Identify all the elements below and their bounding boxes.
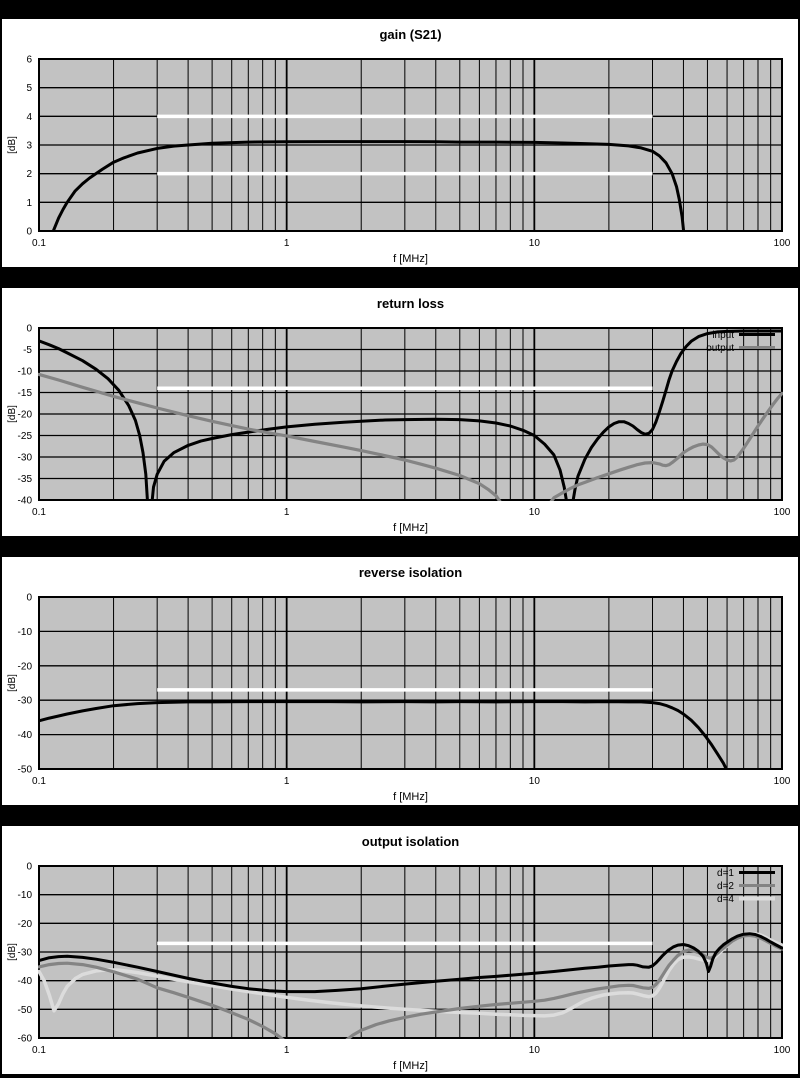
- legend-label-output: output: [706, 343, 734, 354]
- x-tick-label: 0.1: [32, 507, 46, 518]
- x-tick-label: 0.1: [32, 1045, 46, 1056]
- x-axis-label: f [MHz]: [393, 1060, 428, 1072]
- x-tick-label: 100: [774, 776, 791, 787]
- y-tick-label: -20: [18, 661, 33, 672]
- y-tick-label: 3: [26, 141, 32, 152]
- panel-return-loss: return loss 0 -5 -10 -15 -20 -25 -30 -35 -40 0.1 1…: [2, 288, 798, 536]
- y-tick-label: -30: [18, 453, 33, 464]
- y-tick-label: -30: [18, 696, 33, 707]
- x-tick-label: 100: [774, 1045, 791, 1056]
- y-tick-label: -60: [18, 1034, 33, 1045]
- y-tick-label: 6: [26, 55, 32, 66]
- legend-label-d=2: d=2: [717, 881, 734, 892]
- y-tick-label: -40: [18, 976, 33, 987]
- y-tick-label: 1: [26, 198, 32, 209]
- y-tick-label: -40: [18, 730, 33, 741]
- output-isolation-canvas: 0 -10 -20 -30 -40 -50 -600.1 1 10 100 [dB] f [MHz] d…: [7, 862, 791, 1073]
- x-tick-label: 100: [774, 238, 791, 249]
- x-tick-label: 0.1: [32, 238, 46, 249]
- x-tick-label: 100: [774, 507, 791, 518]
- plot-border: [38, 58, 783, 232]
- chart-title-gain-s21: gain (S21): [379, 27, 442, 42]
- chart-title-return-loss: return loss: [376, 296, 445, 311]
- x-tick-label: 1: [284, 238, 290, 249]
- legend: input output: [706, 330, 775, 354]
- y-tick-label: -5: [23, 345, 32, 356]
- panel-output-isolation: output isolation 0 -10 -20 -30 -40 -50 -60 0.1 1…: [2, 826, 798, 1074]
- y-tick-label: 0: [26, 593, 32, 604]
- y-tick-label: 4: [26, 112, 32, 123]
- y-tick-label: -10: [18, 627, 33, 638]
- y-tick-label: -20: [18, 410, 33, 421]
- y-axis-label: [dB]: [7, 136, 18, 154]
- y-tick-label: 0: [26, 862, 32, 873]
- series-group: [38, 329, 783, 501]
- y-tick-label: -10: [18, 367, 33, 378]
- x-tick-label: 10: [529, 1045, 541, 1056]
- reverse-isolation-canvas: 0 -10 -20 -30 -40 -500.1 1 10 100 [dB] f [MHz]: [7, 593, 791, 804]
- return-loss-canvas: 0 -5 -10 -15 -20 -25 -30 -35 -400.1 1 10 100 [dB] f […: [7, 324, 791, 535]
- panel-gain-s21: gain (S21) 0 1 2 3 4 5 6 0.1 1 10 100 [dB] f [MHz]: [2, 19, 798, 267]
- y-tick-label: -15: [18, 388, 33, 399]
- series-group: [38, 931, 783, 1039]
- series-group: [38, 700, 729, 770]
- legend-label-d=1: d=1: [717, 868, 734, 879]
- reverse-isolation-plot: 0 -10 -20 -30 -40 -50 0.1 1 10 100 [dB] f [MHz]: [2, 557, 798, 805]
- y-tick-label: -10: [18, 890, 33, 901]
- x-tick-label: 1: [284, 776, 290, 787]
- gain-s21-canvas: 0 1 2 3 4 5 6 0.1 1 10 100 [dB] f [MHz]: [7, 55, 791, 266]
- y-tick-label: 5: [26, 83, 32, 94]
- plot-area: [39, 597, 782, 769]
- y-tick-label: -30: [18, 948, 33, 959]
- x-tick-label: 10: [529, 238, 541, 249]
- y-tick-label: -50: [18, 1005, 33, 1016]
- y-tick-label: -35: [18, 474, 33, 485]
- y-axis-label: [dB]: [7, 943, 18, 961]
- x-tick-label: 0.1: [32, 776, 46, 787]
- panel-reverse-isolation: reverse isolation 0 -10 -20 -30 -40 -50 0.1 1 10…: [2, 557, 798, 805]
- chart-title-reverse-isolation: reverse isolation: [358, 565, 463, 580]
- y-axis-label: [dB]: [7, 674, 18, 692]
- x-tick-label: 10: [529, 776, 541, 787]
- x-tick-label: 1: [284, 507, 290, 518]
- chart-title-output-isolation: output isolation: [361, 834, 460, 849]
- x-axis-label: f [MHz]: [393, 253, 428, 265]
- series-group: [51, 140, 686, 232]
- legend-label-d=4: d=4: [717, 894, 734, 905]
- plot-border: [38, 596, 783, 770]
- y-tick-label: 0: [26, 227, 32, 238]
- y-tick-label: -50: [18, 765, 33, 776]
- y-tick-label: -25: [18, 431, 33, 442]
- gain-s21-plot: 0 1 2 3 4 5 6 0.1 1 10 100 [dB] f [MHz]: [2, 19, 798, 267]
- grid-lines: [38, 865, 783, 1039]
- output-isolation-plot: 0 -10 -20 -30 -40 -50 -60 0.1 1 10 100 [dB] f [MHz] d…: [2, 826, 798, 1074]
- x-axis-label: f [MHz]: [393, 791, 428, 803]
- plot-border: [38, 327, 783, 501]
- series-d=1: [38, 932, 783, 994]
- x-tick-label: 10: [529, 507, 541, 518]
- series-S21: [51, 140, 686, 232]
- plot-border: [38, 865, 783, 1039]
- y-tick-label: 2: [26, 169, 32, 180]
- y-axis-label: [dB]: [7, 405, 18, 423]
- y-tick-label: 0: [26, 324, 32, 335]
- series-input: [38, 329, 783, 501]
- grid-lines: [38, 327, 783, 501]
- return-loss-plot: 0 -5 -10 -15 -20 -25 -30 -35 -40 0.1 1 10 100 [dB] f […: [2, 288, 798, 536]
- series-d=2: [38, 933, 783, 1039]
- legend-label-input: input: [712, 330, 734, 341]
- y-tick-label: -40: [18, 496, 33, 507]
- x-axis-label: f [MHz]: [393, 522, 428, 534]
- x-tick-label: 1: [284, 1045, 290, 1056]
- series-output: [38, 372, 783, 501]
- legend: d=1 d=2 d=4: [717, 868, 775, 905]
- y-tick-label: -20: [18, 919, 33, 930]
- series-S12: [38, 700, 729, 770]
